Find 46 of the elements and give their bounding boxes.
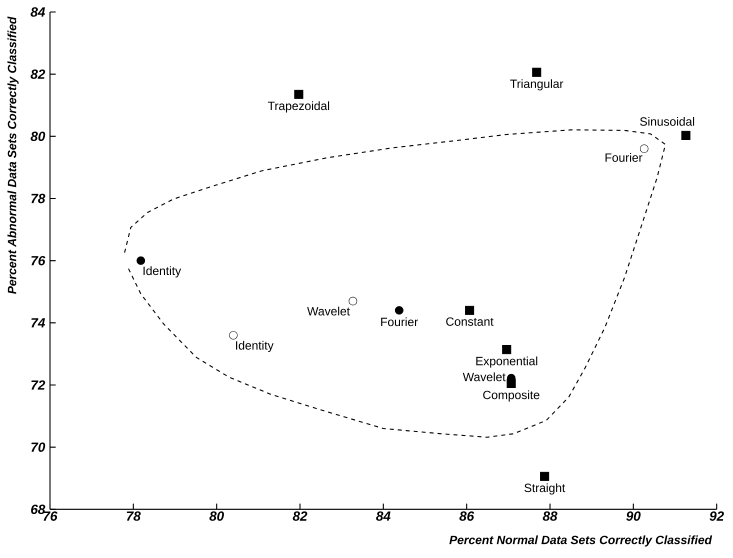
point bbox=[506, 378, 516, 388]
y-tick-label: 80 bbox=[30, 132, 46, 142]
point bbox=[294, 90, 304, 99]
x-tick-label: 84 bbox=[376, 511, 391, 521]
x-axis-title: Percent Normal Data Sets Correctly Classified bbox=[449, 535, 712, 547]
point bbox=[348, 296, 358, 306]
y-tick-label: 70 bbox=[31, 442, 46, 452]
annotation: Wavelet bbox=[462, 372, 506, 382]
x-tick-label: 76 bbox=[44, 511, 58, 521]
point bbox=[540, 472, 550, 481]
y-tick-label: 78 bbox=[31, 194, 46, 204]
point bbox=[394, 306, 404, 315]
annotation: Constant bbox=[446, 317, 494, 326]
point bbox=[136, 256, 146, 265]
y-tick-label: 74 bbox=[31, 318, 46, 328]
annotation: Fourier bbox=[606, 153, 642, 162]
annotation: Composite bbox=[483, 390, 540, 402]
annotation: Exponential bbox=[476, 356, 538, 368]
point bbox=[681, 130, 690, 140]
point bbox=[532, 68, 542, 77]
y-tick-label: 68 bbox=[31, 504, 46, 514]
line-series bbox=[124, 129, 666, 438]
annotation: Wavelet bbox=[307, 306, 350, 316]
annotation: Straight bbox=[524, 483, 566, 495]
y-tick-label: 76 bbox=[31, 256, 46, 266]
x-tick-label: 88 bbox=[542, 511, 558, 521]
y-tick-label: 84 bbox=[30, 7, 46, 17]
annotation: Triangular bbox=[510, 79, 564, 90]
point bbox=[465, 306, 474, 315]
annotation: Sinusoidal bbox=[640, 116, 694, 126]
annotation: Fourier bbox=[381, 317, 418, 326]
x-tick-label: 78 bbox=[126, 511, 141, 521]
point bbox=[229, 330, 238, 340]
point bbox=[640, 144, 648, 154]
y-tick-label: 72 bbox=[31, 380, 46, 390]
annotation: Identity bbox=[144, 266, 182, 278]
y-axis-title: Percent Abnormal Data Sets Correctly Classified bbox=[7, 16, 19, 294]
annotation: Trapezoidal bbox=[268, 101, 330, 112]
x-tick-label: 92 bbox=[710, 511, 724, 521]
annotation: Identity bbox=[236, 340, 274, 352]
x-tick-label: 82 bbox=[292, 511, 308, 521]
y-tick-label: 82 bbox=[30, 69, 46, 79]
point bbox=[502, 345, 512, 354]
x-tick-label: 86 bbox=[459, 511, 474, 521]
x-tick-label: 90 bbox=[626, 511, 641, 521]
x-tick-label: 80 bbox=[209, 511, 224, 521]
